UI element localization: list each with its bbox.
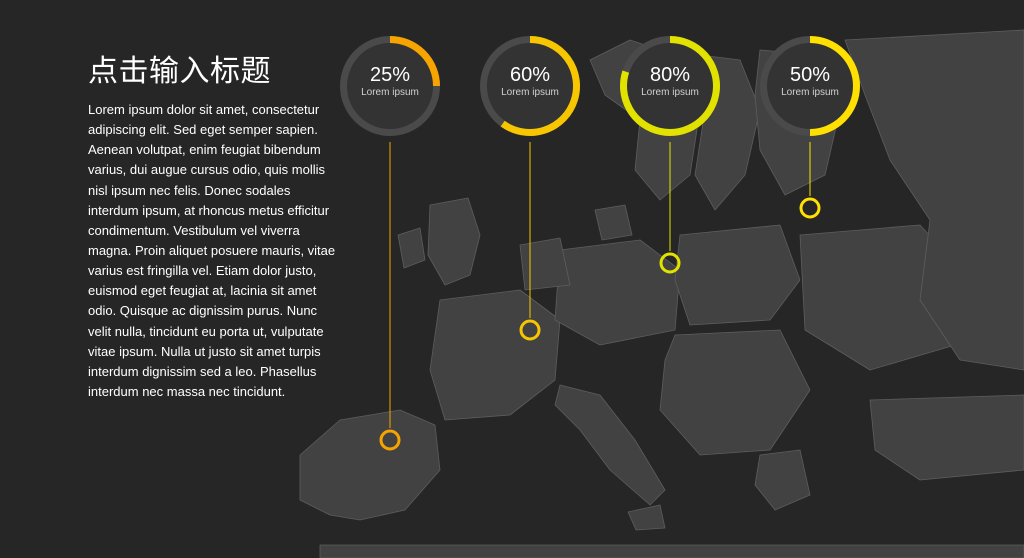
gauge-pct: 80% — [614, 64, 726, 87]
map-pin-g2 — [518, 318, 542, 342]
gauge-sublabel: Lorem ipsum — [614, 87, 726, 98]
map-pin-g3 — [658, 251, 682, 275]
map-pin-g4 — [798, 196, 822, 220]
gauge-pct: 60% — [474, 64, 586, 87]
gauge-sublabel: Lorem ipsum — [334, 87, 446, 98]
donut-gauge-g3: 80% Lorem ipsum — [614, 30, 726, 142]
donut-gauge-g1: 25% Lorem ipsum — [334, 30, 446, 142]
map-pin-g1 — [378, 428, 402, 452]
donut-gauge-g2: 60% Lorem ipsum — [474, 30, 586, 142]
gauge-pct: 25% — [334, 64, 446, 87]
donut-gauge-g4: 50% Lorem ipsum — [754, 30, 866, 142]
gauge-sublabel: Lorem ipsum — [474, 87, 586, 98]
gauge-pct: 50% — [754, 64, 866, 87]
gauge-sublabel: Lorem ipsum — [754, 87, 866, 98]
body-text: Lorem ipsum dolor sit amet, consectetur … — [88, 100, 336, 402]
page-title: 点击输入标题 — [88, 46, 271, 90]
